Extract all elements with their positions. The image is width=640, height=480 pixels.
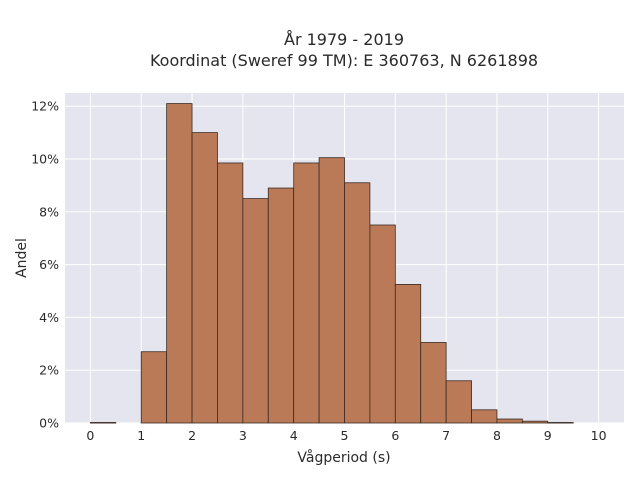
histogram-bar xyxy=(344,182,371,424)
y-tick-label: 2% xyxy=(39,363,59,378)
histogram-bar xyxy=(140,351,168,424)
histogram-bar xyxy=(496,418,523,424)
x-axis-label: Vågperiod (s) xyxy=(297,449,390,466)
x-tick-label: 0 xyxy=(86,428,94,443)
histogram-bar xyxy=(166,103,193,424)
y-tick-label: 0% xyxy=(39,416,59,431)
histogram-bar xyxy=(191,132,218,424)
y-tick-label: 12% xyxy=(31,99,59,114)
x-tick-label: 3 xyxy=(239,428,247,443)
histogram-bar xyxy=(293,162,320,424)
histogram-bar xyxy=(547,422,574,424)
histogram-bar xyxy=(445,380,472,424)
chart-title-line1: År 1979 - 2019 xyxy=(284,30,404,49)
x-tick-label: 7 xyxy=(442,428,450,443)
histogram-bar xyxy=(471,409,498,424)
x-tick-label: 2 xyxy=(188,428,196,443)
x-tick-label: 6 xyxy=(391,428,399,443)
y-tick-label: 4% xyxy=(39,310,59,325)
x-tick-label: 4 xyxy=(290,428,298,443)
y-axis-label: Andel xyxy=(14,238,30,278)
y-tick-label: 6% xyxy=(39,257,59,272)
histogram-bar xyxy=(242,198,269,424)
y-tick-label: 8% xyxy=(39,204,59,219)
tick-labels: 0 1 2 3 4 5 6 7 8 9 10 0% 2% 4% 6% 8% 10% 12% xyxy=(31,99,606,443)
histogram-bar xyxy=(217,162,244,424)
histogram-bar xyxy=(394,283,422,424)
y-tick-label: 10% xyxy=(31,152,59,167)
histogram-bar xyxy=(267,187,295,424)
chart-title-line2: Koordinat (Sweref 99 TM): E 360763, N 62… xyxy=(150,51,538,70)
histogram-bar xyxy=(420,342,447,424)
histogram-bar xyxy=(521,420,549,424)
x-tick-label: 10 xyxy=(591,428,607,443)
x-tick-label: 1 xyxy=(137,428,145,443)
x-tick-label: 9 xyxy=(544,428,552,443)
x-tick-label: 8 xyxy=(493,428,501,443)
histogram-bar xyxy=(90,422,117,424)
x-tick-label: 5 xyxy=(341,428,349,443)
histogram-bar xyxy=(318,157,345,424)
bars xyxy=(90,103,574,424)
histogram-bar xyxy=(369,224,396,424)
